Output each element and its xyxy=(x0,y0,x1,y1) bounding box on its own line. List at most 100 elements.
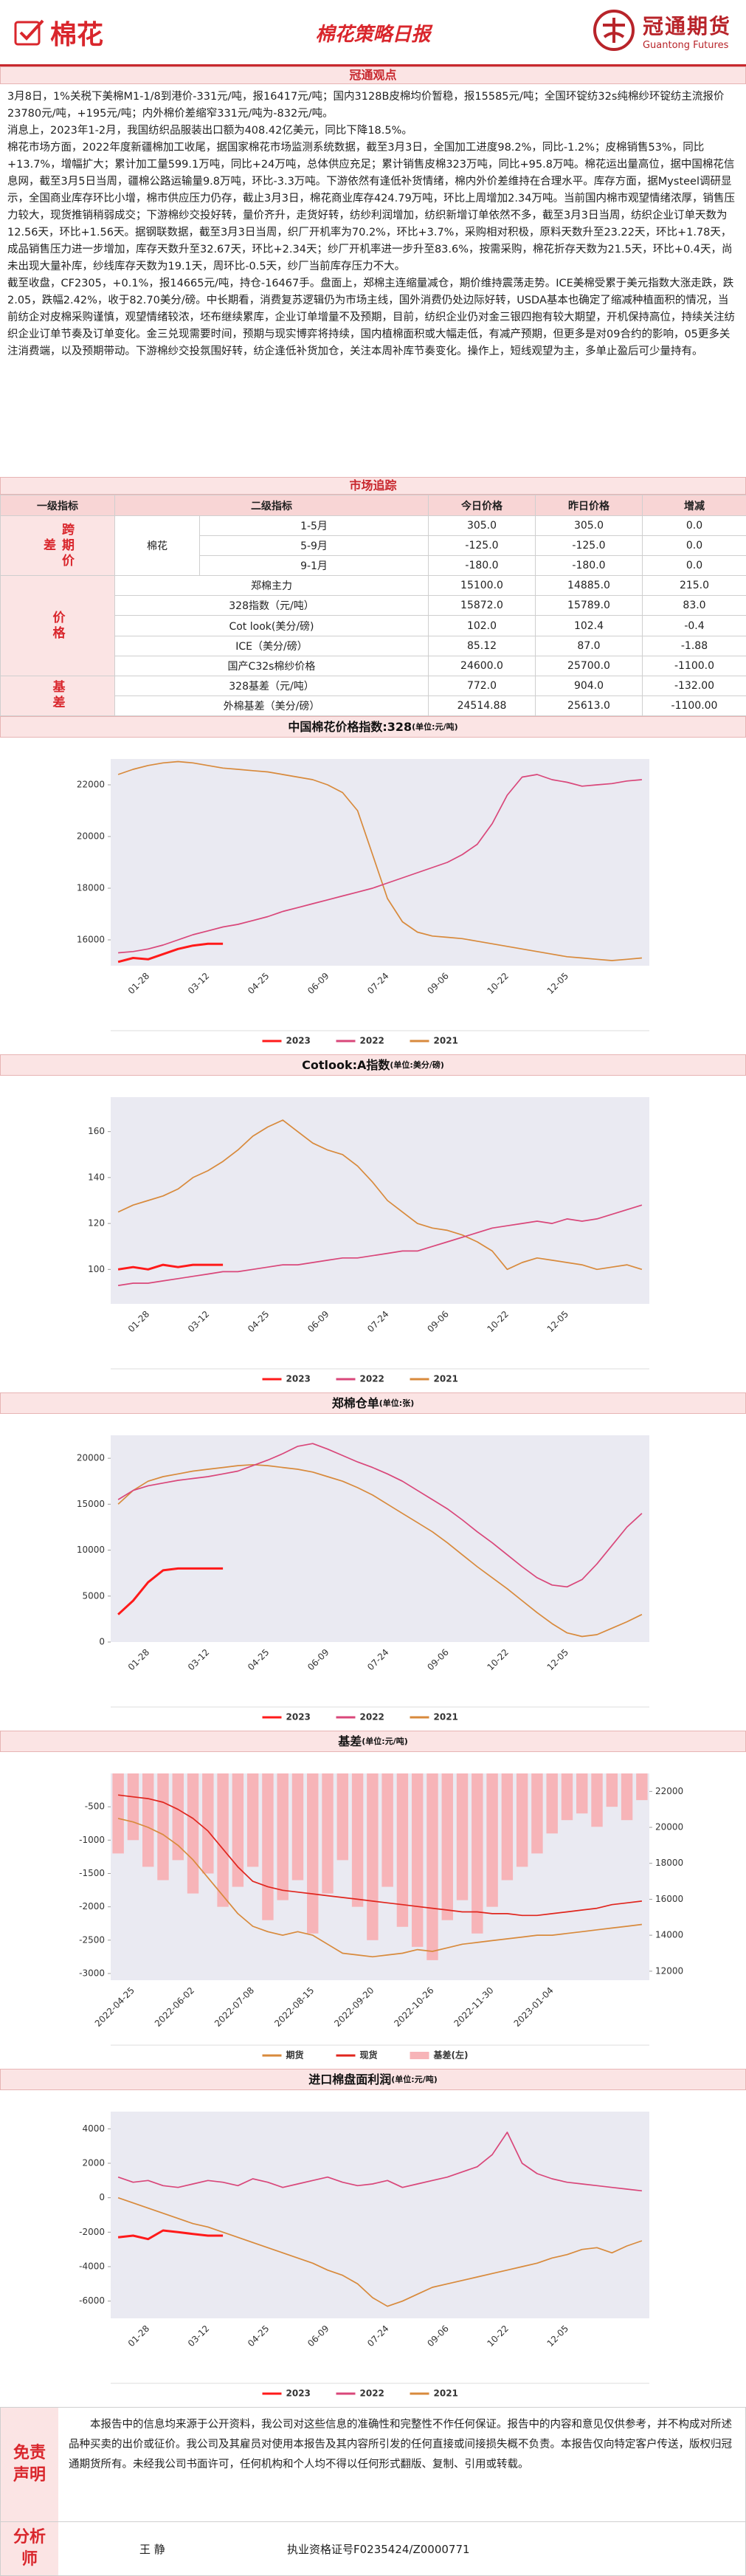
group-cell: 基差 xyxy=(0,675,115,717)
y-tick-label: -4000 xyxy=(79,2261,105,2272)
legend-label: 2022 xyxy=(360,1036,384,1046)
x-tick-label: 01-28 xyxy=(126,971,152,997)
legend-label: 基差(左) xyxy=(433,2050,469,2061)
legend-label: 2023 xyxy=(286,1374,311,1384)
title-unit: (单位:元/吨) xyxy=(412,721,457,732)
cell: 25700.0 xyxy=(535,655,643,676)
bar xyxy=(501,1773,514,1881)
legend-label: 2021 xyxy=(434,2388,458,2399)
bar xyxy=(456,1773,469,1900)
title-band xyxy=(0,716,746,738)
x-tick-label: 06-09 xyxy=(305,2323,331,2349)
y-tick-label: 16000 xyxy=(77,935,105,945)
title-unit: (单位:元/吨) xyxy=(362,1736,407,1746)
cell: 24600.0 xyxy=(428,655,536,676)
commentary: 3月8日，1%关税下美棉M1-1/8到港价-331元/吨，报16417元/吨；国… xyxy=(0,84,746,477)
legend-label: 2022 xyxy=(360,1374,384,1384)
header-cell: 增减 xyxy=(642,494,746,517)
x-tick-label: 03-12 xyxy=(186,1647,212,1673)
chart-title: 进口棉盘面利润(单位:元/吨) xyxy=(308,2072,438,2086)
paragraph: 消息上，2023年1-2月，我国纺织品服装出口额为408.42亿美元，同比下降1… xyxy=(7,125,412,137)
y-tick-label: -2000 xyxy=(79,1901,105,1912)
bar xyxy=(217,1773,229,1907)
y-tick-label: 10000 xyxy=(77,1545,105,1555)
bar xyxy=(591,1773,603,1827)
x-tick-label: 12-05 xyxy=(545,2323,571,2349)
y-tick-label: -6000 xyxy=(79,2295,105,2306)
disclaimer-text: 本报告中的信息均来源于公开资料，我公司对这些信息的准确性和完整性不作任何保证。报… xyxy=(69,2419,732,2470)
cell: 772.0 xyxy=(428,675,536,696)
group-cell: 价格 xyxy=(0,575,115,676)
header-row: 一级指标 二级指标 今日价格 昨日价格 增减 xyxy=(0,494,746,517)
chart-title: Cotlook:A指数(单位:美分/磅) xyxy=(302,1058,444,1072)
bar xyxy=(246,1773,259,1867)
bar xyxy=(531,1773,543,1854)
cell: -132.00 xyxy=(642,675,746,696)
row: ICE（美分/磅） 85.12 87.0 -1.88 xyxy=(1,635,746,656)
chart: 进口棉盘面利润(单位:元/吨) -6000 -4000 -2000 0 2000 4000 0… xyxy=(0,2069,746,2399)
cell: 国产C32s棉纱价格 xyxy=(114,655,429,676)
cell: 83.0 xyxy=(642,595,746,616)
title-unit: (单位:张) xyxy=(379,1398,414,1408)
header-cell: 今日价格 xyxy=(428,494,536,517)
bar xyxy=(336,1773,349,1861)
x-tick-label: 2022-10-26 xyxy=(392,1985,435,2029)
chart-title: 基差(单位:元/吨) xyxy=(337,1734,408,1748)
cell: 0.0 xyxy=(642,535,746,557)
legend-label: 2023 xyxy=(286,2388,311,2399)
bar xyxy=(202,1773,214,1874)
x-tick-label: 12-05 xyxy=(545,1647,571,1673)
x-tick-label: 09-06 xyxy=(425,2323,451,2349)
x-tick-label: 2022-11-30 xyxy=(452,1985,495,2029)
bar xyxy=(277,1773,289,1900)
bar xyxy=(112,1773,124,1854)
cell: -1100.00 xyxy=(642,695,746,717)
bar xyxy=(441,1773,453,1920)
plot-area xyxy=(111,2112,649,2318)
row: 9-1月 -180.0 -180.0 0.0 xyxy=(1,555,746,577)
title-text: 进口棉盘面利润 xyxy=(308,2072,391,2086)
title-text: 基差 xyxy=(337,1734,362,1748)
legend-swatch xyxy=(410,2052,429,2059)
x-tick-label: 12-05 xyxy=(545,971,571,997)
cell: 外棉基差（美分/磅） xyxy=(114,695,429,717)
bar xyxy=(157,1773,169,1881)
x-tick-label: 03-12 xyxy=(186,971,212,997)
cell: 15100.0 xyxy=(428,575,536,597)
bar xyxy=(381,1773,393,1887)
cell: 1-5月 xyxy=(199,515,429,537)
cell: 102.4 xyxy=(535,615,643,636)
analyst-label: 分析师 xyxy=(13,2528,46,2569)
x-tick-label: 03-12 xyxy=(186,1309,212,1335)
row: Cot look(美分/磅) 102.0 102.4 -0.4 xyxy=(1,615,746,636)
header: 棉花 棉花策略日报 冠通期货 Guantong Futures xyxy=(0,0,746,66)
bar xyxy=(576,1773,588,1814)
y-tick-label: 100 xyxy=(88,1264,105,1274)
series-line xyxy=(117,942,224,964)
x-tick-label: 01-28 xyxy=(126,1309,152,1335)
bar xyxy=(561,1773,573,1821)
y2-tick-label: 18000 xyxy=(655,1858,683,1868)
y-tick-label: 120 xyxy=(88,1218,105,1229)
plot-area xyxy=(111,1097,649,1304)
y-tick-label: -1500 xyxy=(79,1868,105,1878)
cell: 0.0 xyxy=(642,515,746,537)
x-tick-label: 07-24 xyxy=(365,1647,391,1673)
bar xyxy=(621,1773,633,1821)
bar xyxy=(516,1773,528,1867)
x-tick-label: 2022-09-20 xyxy=(332,1985,376,2029)
y-tick-label: -2500 xyxy=(79,1934,105,1945)
cell: 215.0 xyxy=(642,575,746,597)
legend-label: 2023 xyxy=(286,1036,311,1046)
cell: 郑棉主力 xyxy=(114,575,429,597)
bar xyxy=(322,1773,334,1894)
bar xyxy=(142,1773,154,1867)
bar xyxy=(172,1773,184,1861)
row: 基差 328基差（元/吨） 772.0 904.0 -132.00 xyxy=(0,675,746,717)
x-tick-label: 2022-04-25 xyxy=(93,1985,137,2029)
y-tick-label: -1000 xyxy=(79,1835,105,1845)
chart-title: 郑棉仓单(单位:张) xyxy=(332,1396,414,1410)
series-line xyxy=(117,1443,643,1588)
disclaimer: 免责声明 本报告中的信息均来源于公开资料，我公司对这些信息的准确性和完整性不作任… xyxy=(0,2407,746,2522)
